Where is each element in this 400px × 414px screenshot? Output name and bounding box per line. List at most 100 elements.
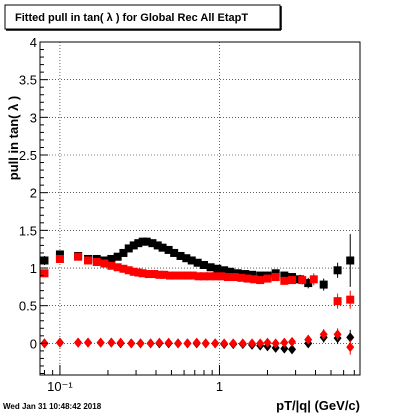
data-point-square [74, 252, 83, 261]
y-axis-label: pull in tan( λ ) [6, 96, 21, 181]
data-point-diamond [164, 337, 173, 348]
y-tick-label: 1 [30, 261, 37, 276]
data-point-square [346, 256, 355, 265]
data-point-diamond [116, 337, 125, 348]
data-point-square [171, 271, 180, 280]
data-point-square [177, 271, 186, 280]
data-point-square [155, 270, 164, 279]
y-tick-label: 3.5 [19, 73, 37, 88]
data-point-square [124, 244, 133, 253]
data-point-square [226, 267, 235, 276]
data-point-diamond [74, 337, 83, 348]
data-point-square [188, 271, 197, 280]
data-point-square [193, 258, 202, 267]
data-point-diamond [174, 338, 183, 349]
data-point-square [271, 273, 280, 282]
data-point-square [144, 270, 153, 279]
data-point-diamond [346, 332, 355, 343]
data-point-square [250, 275, 259, 284]
data-point-square [256, 276, 265, 285]
data-point-square [230, 273, 239, 282]
data-point-square [166, 271, 175, 280]
data-point-square [333, 266, 342, 275]
data-point-square [158, 243, 167, 252]
y-tick-label: 4 [30, 35, 37, 50]
data-point-square [119, 248, 128, 257]
plot-frame [39, 41, 361, 376]
x-tick-label: 10⁻¹ [47, 379, 73, 394]
series-2 [40, 252, 355, 309]
data-point-square [129, 241, 138, 250]
data-point-diamond [248, 338, 257, 349]
y-tick-label: 2.5 [19, 148, 37, 163]
data-point-square [119, 264, 128, 273]
data-point-square [124, 266, 133, 275]
data-point-square [160, 270, 169, 279]
data-point-square [200, 272, 209, 281]
data-point-square [40, 269, 49, 278]
axis-ticks: 0 0.5 1 1.5 2 2.5 3 3.5 4 10⁻¹ 1 [19, 35, 355, 394]
data-point-diamond [107, 337, 116, 348]
data-point-square [55, 250, 64, 259]
data-point-diamond [288, 344, 297, 355]
data-point-square [223, 273, 232, 282]
data-point-square [280, 271, 289, 280]
data-point-square [183, 271, 192, 280]
data-point-diamond [127, 338, 136, 349]
data-point-square [182, 254, 191, 263]
data-point-square [113, 252, 122, 261]
data-point-diamond [280, 337, 289, 348]
title-box [4, 4, 281, 30]
data-point-square [107, 261, 116, 270]
y-tick-label: 1.5 [19, 223, 37, 238]
data-point-diamond [192, 337, 201, 348]
data-point-square [288, 276, 297, 285]
data-point-square [333, 297, 342, 306]
data-point-square [148, 239, 157, 248]
data-point-square [243, 274, 252, 283]
data-point-diamond [84, 337, 93, 348]
x-tick-label: 1 [216, 379, 223, 394]
chart-title: Fitted pull in tan( λ ) for Global Rec A… [15, 12, 248, 24]
data-point-diamond [183, 338, 192, 349]
data-point-square [113, 263, 122, 272]
data-point-square [40, 256, 49, 265]
data-point-square [134, 239, 143, 248]
data-point-square [256, 271, 265, 280]
data-point-square [187, 256, 196, 265]
data-point-square [153, 241, 162, 250]
data-point-square [346, 295, 355, 304]
data-point-diamond [201, 338, 210, 349]
y-tick-label: 0 [30, 336, 37, 351]
data-point-square [213, 264, 222, 273]
data-point-diamond [256, 338, 265, 349]
data-point-diamond [319, 329, 328, 340]
data-point-square [84, 256, 93, 265]
data-point-diamond [333, 329, 342, 340]
data-point-diamond [304, 334, 313, 345]
data-point-square [205, 272, 214, 281]
data-point-square [100, 259, 109, 268]
data-point-square [280, 276, 289, 285]
data-point-diamond [346, 342, 355, 353]
data-point-diamond [96, 337, 105, 348]
data-point-square [138, 237, 147, 246]
data-point-square [107, 254, 116, 263]
data-point-square [92, 257, 101, 266]
timestamp: Wed Jan 31 10:48:42 2018 [3, 402, 102, 411]
y-tick-label: 3 [30, 110, 37, 125]
data-point-square [176, 251, 185, 260]
data-point-square [211, 272, 220, 281]
data-point-square [142, 237, 151, 246]
data-point-square [220, 266, 229, 275]
data-point-square [319, 280, 328, 289]
data-point-diamond [220, 338, 229, 349]
data-point-square [298, 276, 307, 285]
data-point-diamond [263, 337, 272, 348]
y-tick-label: 2 [30, 186, 37, 201]
data-point-diamond [238, 338, 247, 349]
data-series [40, 234, 355, 355]
data-point-square [304, 279, 313, 288]
data-point-square [55, 254, 64, 263]
